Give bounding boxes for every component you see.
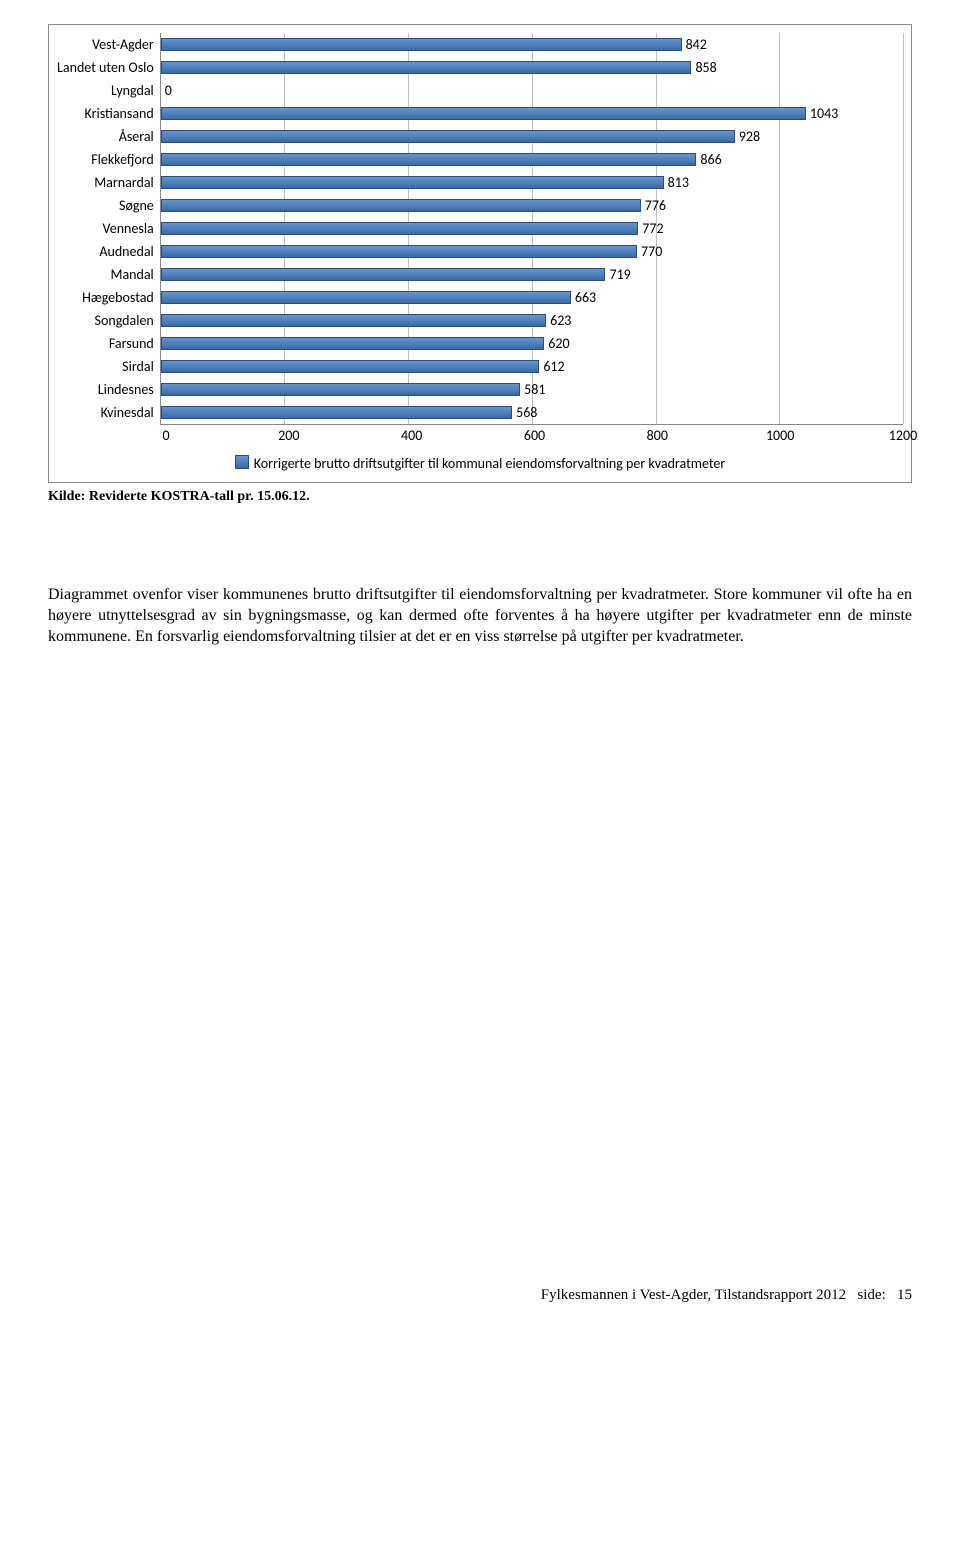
bar-value-label: 623	[550, 312, 571, 329]
x-axis: 020040060080010001200	[57, 425, 903, 447]
bar	[161, 176, 664, 189]
bar-row: 1043	[161, 102, 903, 125]
bar-value-label: 612	[543, 358, 564, 375]
bar	[161, 383, 520, 396]
bar-value-label: 0	[165, 82, 172, 99]
chart-container: Vest-AgderLandet uten OsloLyngdalKristia…	[48, 24, 912, 483]
bar	[161, 61, 692, 74]
body-paragraph: Diagrammet ovenfor viser kommunenes brut…	[48, 585, 912, 647]
footer-side-label: side:	[857, 1287, 885, 1303]
x-axis-tick-label: 0	[162, 427, 169, 444]
bar-value-label: 866	[700, 151, 721, 168]
bar-row: 842	[161, 33, 903, 56]
x-axis-tick-label: 1200	[889, 427, 917, 444]
bar-value-label: 858	[695, 59, 716, 76]
x-axis-tick-label: 200	[278, 427, 299, 444]
bar-row: 623	[161, 309, 903, 332]
bar	[161, 130, 735, 143]
bar	[161, 222, 638, 235]
category-label: Hægebostad	[57, 286, 154, 309]
bar-value-label: 813	[668, 174, 689, 191]
bar-row: 776	[161, 194, 903, 217]
x-axis-tick-label: 400	[401, 427, 422, 444]
bar	[161, 107, 806, 120]
category-label: Lindesnes	[57, 378, 154, 401]
bar-value-label: 1043	[810, 105, 838, 122]
bar-value-label: 842	[686, 36, 707, 53]
bar-row: 568	[161, 401, 903, 424]
bar	[161, 268, 606, 281]
bar-value-label: 719	[609, 266, 630, 283]
bar	[161, 199, 641, 212]
category-label: Farsund	[57, 332, 154, 355]
footer-report-title: Fylkesmannen i Vest-Agder, Tilstandsrapp…	[541, 1287, 846, 1303]
legend-swatch	[235, 455, 249, 469]
category-label: Landet uten Oslo	[57, 56, 154, 79]
bars-group: 842 858 0 1043 928 866 813776 772 770 719 663623 62…	[161, 33, 903, 424]
category-label: Mandal	[57, 263, 154, 286]
bar-row: 612	[161, 355, 903, 378]
bar-value-label: 581	[524, 381, 545, 398]
chart-legend: Korrigerte brutto driftsutgifter til kom…	[57, 447, 903, 482]
bar-row: 663	[161, 286, 903, 309]
bar	[161, 406, 512, 419]
bar-row: 581	[161, 378, 903, 401]
bar-row: 813	[161, 171, 903, 194]
category-label: Kristiansand	[57, 102, 154, 125]
bar	[161, 360, 540, 373]
category-label: Kvinesdal	[57, 401, 154, 424]
bar-row: 858	[161, 56, 903, 79]
bar	[161, 153, 697, 166]
bar-value-label: 772	[642, 220, 663, 237]
bar-row: 866	[161, 148, 903, 171]
x-axis-tick-label: 600	[524, 427, 545, 444]
category-label: Åseral	[57, 125, 154, 148]
bar	[161, 245, 637, 258]
category-label: Lyngdal	[57, 79, 154, 102]
bar-row: 772	[161, 217, 903, 240]
bar	[161, 38, 682, 51]
legend-label: Korrigerte brutto driftsutgifter til kom…	[254, 455, 726, 472]
page-footer: Fylkesmannen i Vest-Agder, Tilstandsrapp…	[48, 1287, 912, 1304]
bar-row: 770	[161, 240, 903, 263]
plot-area: 842 858 0 1043 928 866 813776 772 770 719 663623 62…	[160, 33, 903, 425]
chart-area: Vest-AgderLandet uten OsloLyngdalKristia…	[57, 33, 903, 425]
bar-value-label: 620	[548, 335, 569, 352]
category-label: Songdalen	[57, 309, 154, 332]
bar-value-label: 928	[739, 128, 760, 145]
bar-row: 620	[161, 332, 903, 355]
bar-value-label: 568	[516, 404, 537, 421]
bar	[161, 314, 546, 327]
footer-page-number: 15	[897, 1287, 912, 1303]
category-label: Marnardal	[57, 171, 154, 194]
x-axis-tick-label: 800	[647, 427, 668, 444]
bar-row: 0	[161, 79, 903, 102]
category-label: Sirdal	[57, 355, 154, 378]
category-label: Vennesla	[57, 217, 154, 240]
bar-row: 719	[161, 263, 903, 286]
x-axis-tick-label: 1000	[766, 427, 794, 444]
bar-value-label: 663	[575, 289, 596, 306]
category-label: Flekkefjord	[57, 148, 154, 171]
category-labels-column: Vest-AgderLandet uten OsloLyngdalKristia…	[57, 33, 160, 425]
category-label: Vest-Agder	[57, 33, 154, 56]
bar-value-label: 776	[645, 197, 666, 214]
source-line: Kilde: Reviderte KOSTRA-tall pr. 15.06.1…	[48, 489, 912, 505]
bar	[161, 291, 571, 304]
category-label: Søgne	[57, 194, 154, 217]
category-label: Audnedal	[57, 240, 154, 263]
bar-row: 928	[161, 125, 903, 148]
bar	[161, 337, 544, 350]
bar-value-label: 770	[641, 243, 662, 260]
